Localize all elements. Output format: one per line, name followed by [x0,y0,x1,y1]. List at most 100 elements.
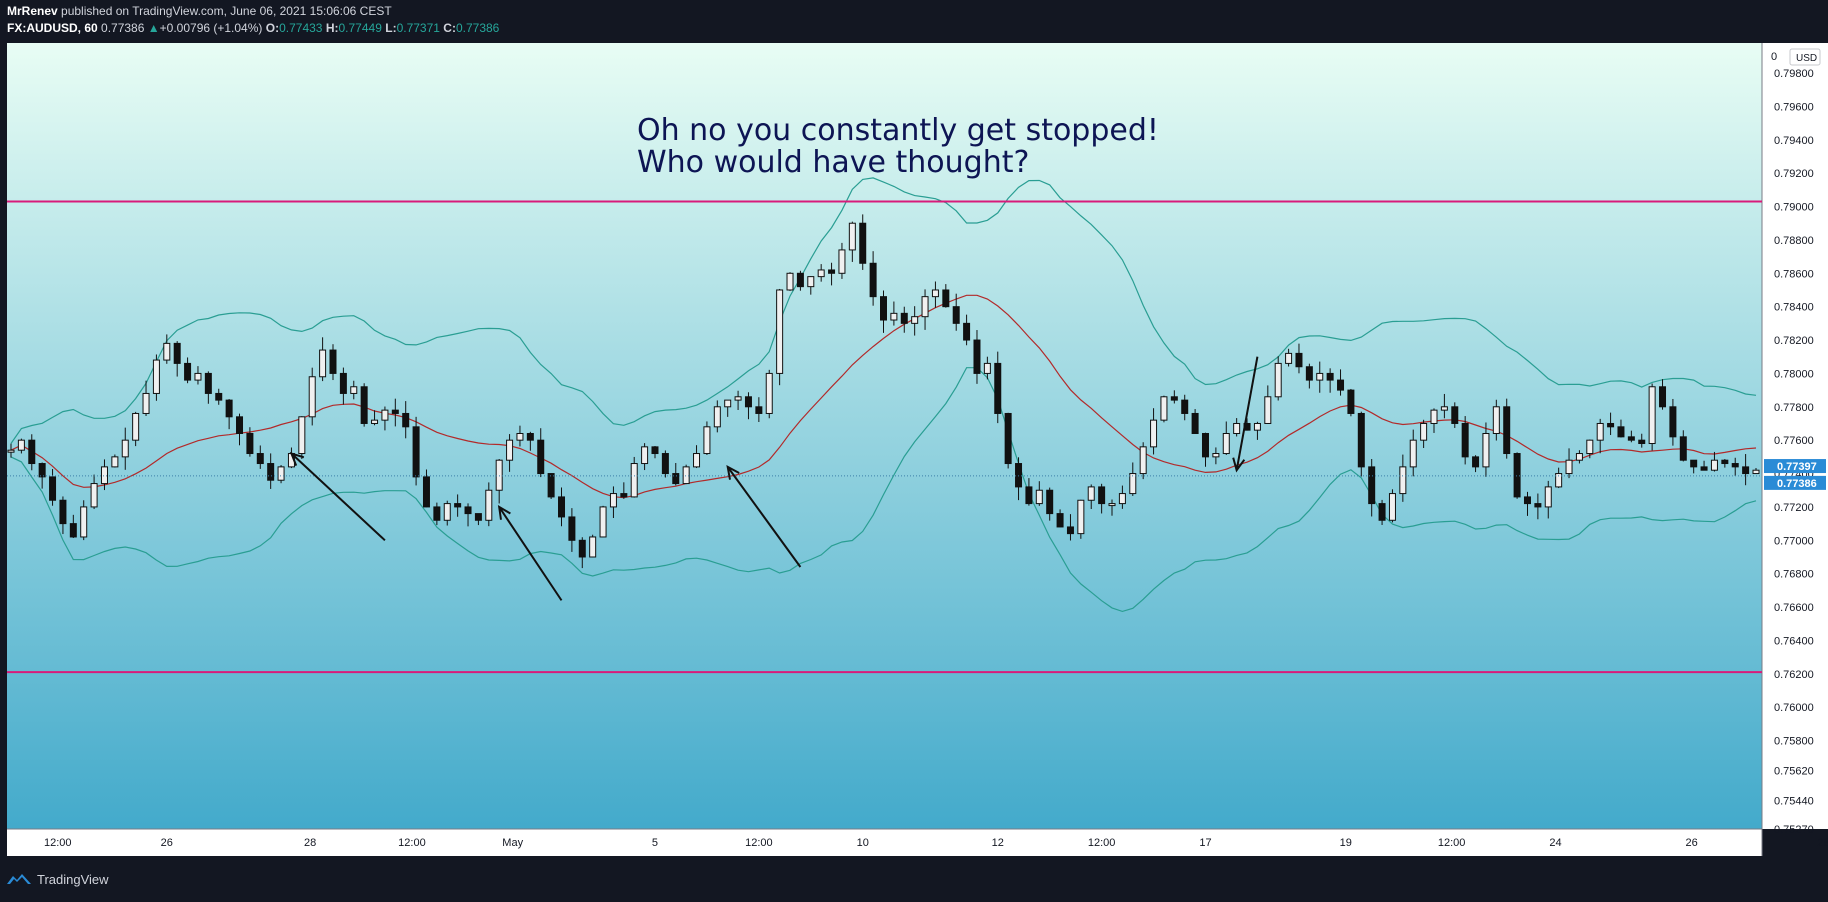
candle-body [1150,419,1158,448]
candle-body [464,506,472,515]
candle-body [890,312,898,321]
currency-badge [1789,48,1821,66]
candle-body [28,439,36,465]
candle-body [454,503,462,508]
candle-body [1700,466,1708,471]
candle-body [194,372,202,381]
candle-body [1253,422,1261,431]
candle-body [973,339,981,374]
x-tick-label: 28 [304,837,316,849]
candle-body [1482,432,1490,468]
candle-body [1129,473,1137,495]
candle-body [1721,459,1729,465]
candle-body [132,412,140,441]
candle-body [38,463,46,478]
candle-body [1472,456,1480,468]
y-tick-label: 0.77800 [1774,402,1814,414]
candle-body [1513,453,1521,498]
symbol-label: FX:AUDUSD, 60 [7,21,98,35]
candle-body [609,493,617,508]
candle-body [1035,489,1043,505]
candle-body [360,386,368,424]
candle-body [381,409,389,421]
candle-body [1098,486,1106,505]
candle-body [911,316,919,324]
candle-body [80,506,88,538]
candle-body [921,296,929,318]
candle-body [672,473,680,485]
candle-body [848,222,856,251]
x-tick-label: 17 [1199,837,1211,849]
y-tick-label: 0.76400 [1774,635,1814,647]
candle-body [599,506,607,538]
x-tick-label: 12:00 [745,837,773,849]
y-tick-label: 0.76800 [1774,569,1814,581]
candle-body [1181,399,1189,414]
candle-body [1420,422,1428,441]
candle-body [1492,406,1500,434]
candle-body [1316,372,1324,381]
candle-body [1523,496,1531,505]
candle-body [776,289,784,374]
x-tick-label: 12:00 [1088,837,1116,849]
candles [7,214,1760,569]
candle-body [371,419,379,424]
candle-body [329,349,337,374]
candle-body [703,426,711,455]
candle-body [1264,396,1272,424]
candle-body [558,496,566,518]
candle-body [869,262,877,298]
candle-body [765,372,773,414]
candle-body [1077,499,1085,535]
candle-body [859,222,867,264]
candle-body [433,506,441,521]
y-tick-label: 0.76600 [1774,602,1814,614]
candle-body [1160,396,1168,421]
candle-body [828,269,836,274]
candle-body [1326,372,1334,381]
x-tick-label: 24 [1549,837,1561,849]
candle-body [1669,406,1677,438]
tradingview-logo-icon [7,874,31,884]
y-tick-label: 0.79400 [1774,135,1814,147]
candle-body [1752,469,1760,475]
candle-body [724,399,732,408]
candle-body [1575,453,1583,461]
candle-body [963,322,971,341]
candle-body [17,439,25,451]
candle-body [682,466,690,485]
candle-body [1357,412,1365,468]
candle-body [215,392,223,401]
candle-body [1409,439,1417,468]
candle-body [1565,459,1573,475]
candle-body [1638,439,1646,445]
candle-body [1274,362,1282,398]
price-change: +0.00796 (+1.04%) [159,21,263,35]
author-name[interactable]: MrRenev [7,4,58,18]
close-value: 0.77386 [455,21,500,35]
candle-body [1368,466,1376,505]
candle-body [994,362,1002,414]
candle-body [1659,386,1667,408]
candle-body [1066,526,1074,535]
candle-body [620,493,628,498]
y-tick-label: 0.75620 [1774,766,1814,778]
candle-body [100,466,108,485]
candle-body [1534,503,1542,508]
candle-body [1056,513,1064,528]
candle-body [693,453,701,468]
candle-body [942,289,950,308]
trend-arrow [289,451,386,542]
candle-body [1617,426,1625,438]
candle-body [755,406,763,414]
candle-body [547,473,555,498]
price-badge-label: 0.77386 [1777,478,1817,490]
candle-body [69,523,77,538]
last-price: 0.77386 [101,21,145,35]
y-tick-label: 0.76200 [1774,669,1814,681]
candle-body [506,439,514,461]
footer-brand[interactable]: TradingView [6,869,109,889]
candle-body [713,406,721,428]
